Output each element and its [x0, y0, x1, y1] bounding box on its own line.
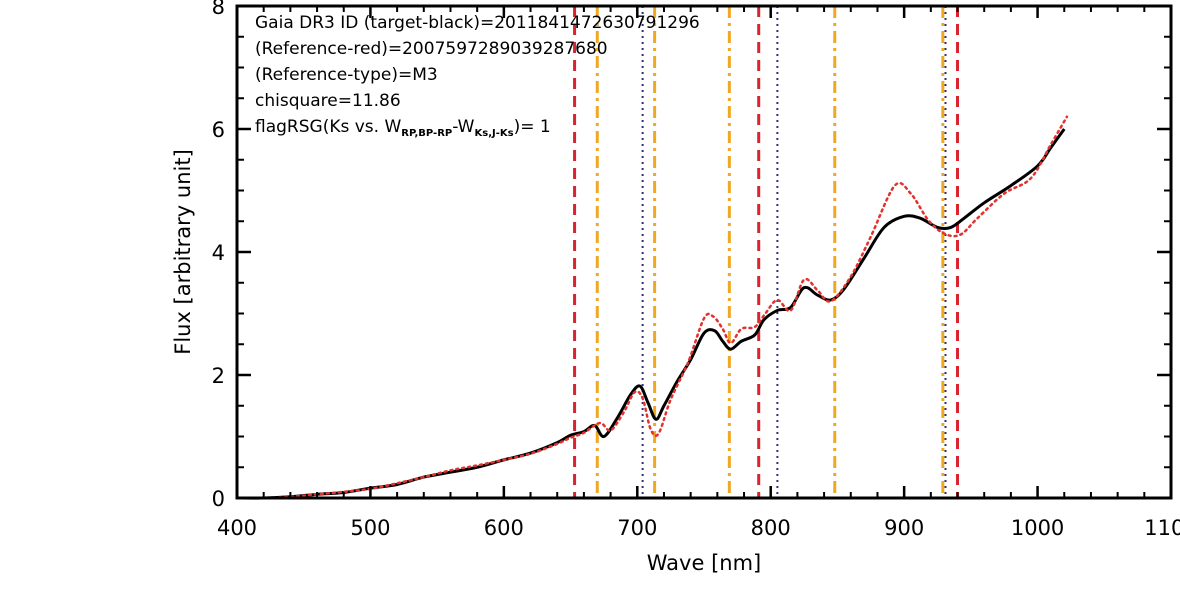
flag-middle: -W	[452, 117, 474, 137]
flag-subscript-1: RP,BP-RP	[401, 128, 452, 139]
x-tick-label-700: 700	[617, 516, 657, 540]
y-tick-label-2: 2	[212, 364, 225, 388]
annotation-reference-type: (Reference-type)=M3	[255, 65, 438, 85]
x-axis-title: Wave [nm]	[647, 551, 761, 575]
y-tick-label-8: 8	[212, 0, 225, 19]
flag-prefix: flagRSG(Ks vs. W	[255, 117, 401, 137]
y-tick-label-6: 6	[212, 118, 225, 142]
annotation-chisquare: chisquare=11.86	[255, 91, 401, 111]
x-tick-label-400: 400	[217, 516, 257, 540]
x-tick-label-800: 800	[751, 516, 791, 540]
x-tick-label-1000: 1000	[1011, 516, 1064, 540]
reference-lines	[573, 6, 960, 498]
x-tick-label-600: 600	[484, 516, 524, 540]
flag-suffix: )= 1	[514, 117, 551, 137]
x-tick-label-900: 900	[884, 516, 924, 540]
y-tick-label-4: 4	[212, 241, 225, 265]
spectrum-series	[235, 115, 1069, 500]
y-tick-label-0: 0	[212, 487, 225, 511]
annotation-block: Gaia DR3 ID (target-black)=2011841472630…	[255, 13, 700, 139]
target-spectrum-line	[236, 128, 1066, 500]
y-axis-title: Flux [arbitrary unit]	[171, 149, 195, 355]
x-tick-label-500: 500	[350, 516, 390, 540]
flag-subscript-2: Ks,J-Ks	[475, 128, 514, 139]
annotation-flag-rsg: flagRSG(Ks vs. WRP,BP-RP-WKs,J-Ks)= 1	[255, 117, 551, 139]
annotation-reference-id: (Reference-red)=2007597289039287680	[255, 39, 608, 59]
annotation-target-id: Gaia DR3 ID (target-black)=2011841472630…	[255, 13, 700, 33]
